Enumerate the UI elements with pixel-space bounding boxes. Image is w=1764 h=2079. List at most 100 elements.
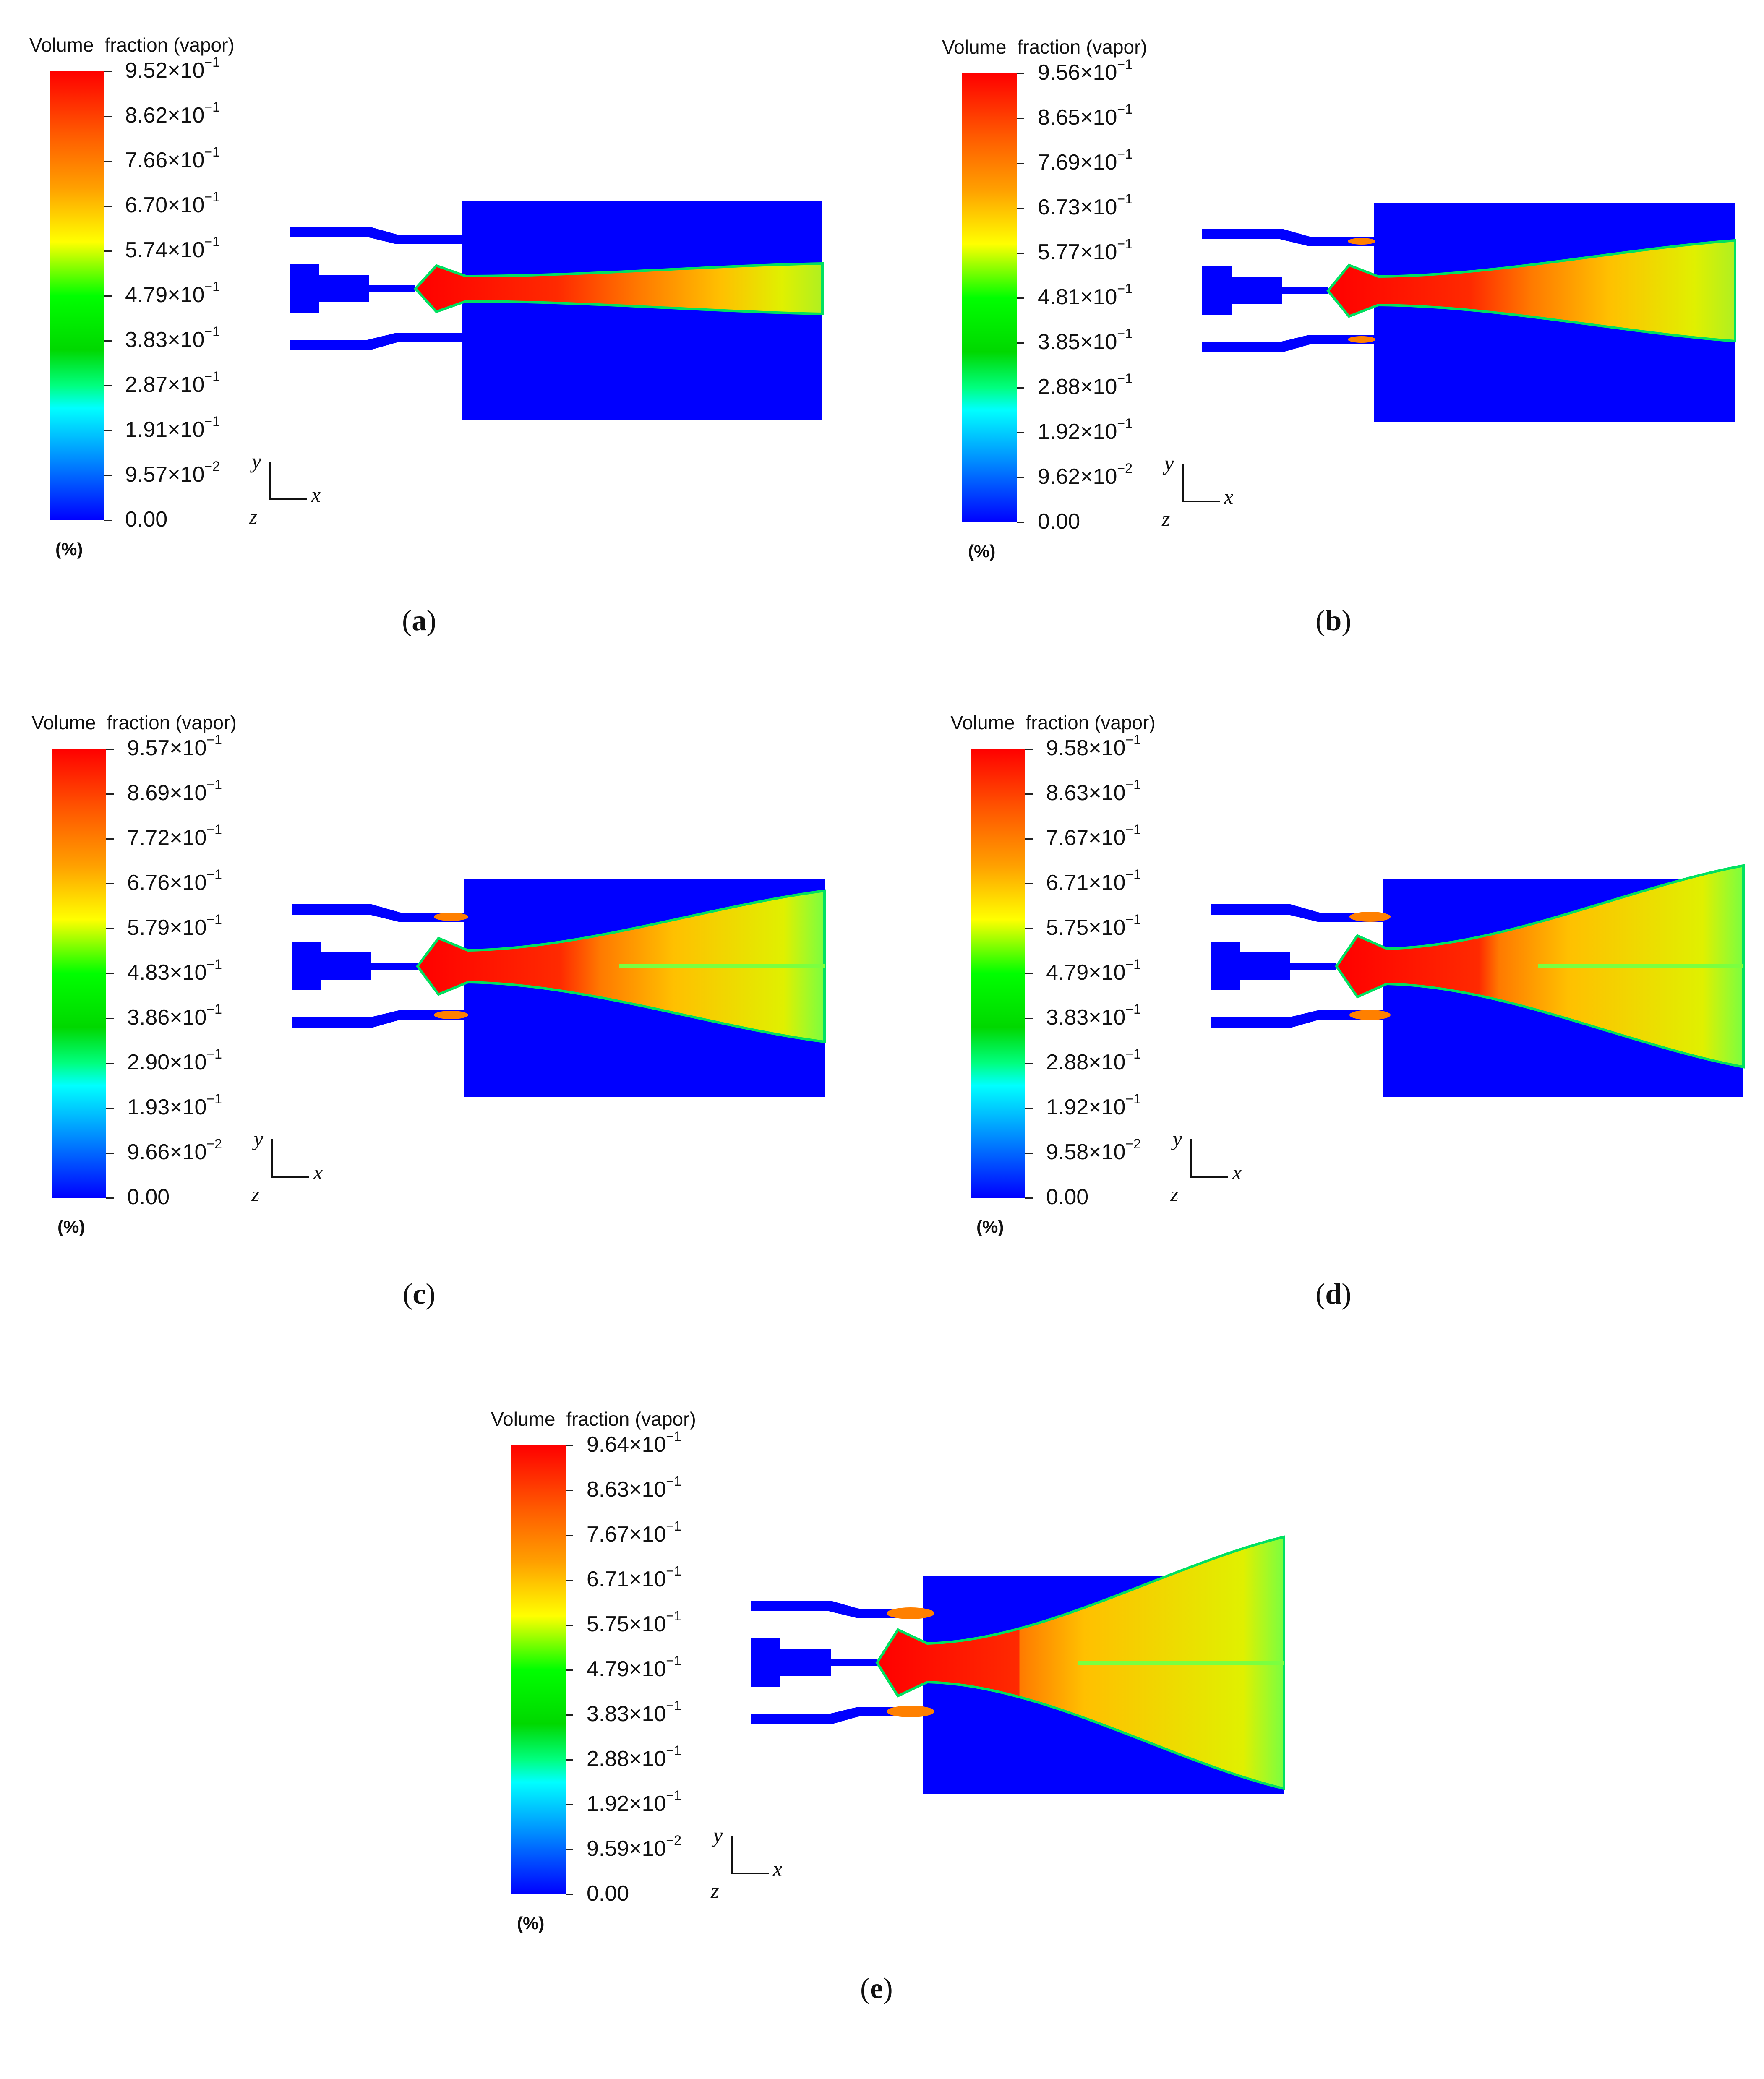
- colorbar-tick: [566, 1580, 573, 1581]
- colorbar-tick: [1017, 297, 1024, 299]
- colorbar-tick-label: 6.73×10−1: [1038, 191, 1133, 219]
- colorbar-tick: [566, 1894, 573, 1895]
- colorbar-tick-label: 1.93×10−1: [127, 1091, 222, 1119]
- panel-d: Volume fraction (vapor) 9.58×10−1 8.63×10−…: [950, 711, 1764, 1383]
- colorbar: [962, 73, 1017, 522]
- colorbar-tick: [566, 1445, 573, 1446]
- colorbar-tick-label: 3.83×10−1: [587, 1698, 681, 1726]
- colorbar-tick: [1025, 838, 1033, 840]
- axis-y-label: y: [1164, 451, 1174, 475]
- colorbar-tick-label: 1.91×10−1: [125, 414, 220, 442]
- colorbar-tick-label: 9.59×10−2: [587, 1833, 681, 1861]
- colorbar-tick: [104, 116, 112, 117]
- primary-nozzle: [1211, 942, 1336, 990]
- primary-nozzle: [292, 942, 418, 990]
- primary-nozzle: [751, 1638, 877, 1687]
- colorbar-tick: [566, 1625, 573, 1626]
- legend-title: Volume fraction (vapor): [29, 34, 235, 56]
- colorbar-tick-label: 2.88×10−1: [1038, 371, 1133, 399]
- unit-label: (%): [976, 1217, 1004, 1236]
- suction-channel-upper: [1211, 904, 1383, 922]
- colorbar-tick: [1025, 1153, 1033, 1154]
- colorbar-tick-label: 5.79×10−1: [127, 912, 222, 940]
- colorbar-tick: [1025, 1197, 1033, 1199]
- colorbar-tick: [104, 71, 112, 72]
- colorbar-tick-label: 7.67×10−1: [587, 1518, 681, 1547]
- colorbar-tick: [1025, 793, 1033, 795]
- colorbar-tick-label: 8.62×10−1: [125, 99, 220, 128]
- colorbar-tick: [566, 1490, 573, 1491]
- colorbar-tick-label: 7.72×10−1: [127, 822, 222, 850]
- colorbar-tick: [106, 1108, 114, 1109]
- suction-channel-upper: [1202, 229, 1374, 246]
- legend-title: Volume fraction (vapor): [950, 712, 1156, 733]
- colorbar-tick: [1017, 522, 1024, 523]
- colorbar-tick-label: 0.00: [125, 507, 168, 532]
- suction-channel-lower: [290, 333, 462, 350]
- colorbar-tick: [104, 250, 112, 252]
- colorbar-tick: [1017, 208, 1024, 209]
- wall-vapor-lower: [434, 1011, 468, 1019]
- colorbar-tick: [106, 973, 114, 974]
- colorbar-tick: [1017, 342, 1024, 344]
- colorbar-tick-label: 9.58×10−1: [1046, 732, 1141, 760]
- axis-y-label: y: [713, 1823, 723, 1847]
- unit-label: (%): [968, 541, 996, 561]
- caption-e: (e): [860, 1972, 893, 2005]
- colorbar-tick-label: 8.63×10−1: [587, 1474, 681, 1502]
- vapor-contour-plot: [292, 879, 826, 1097]
- colorbar-tick: [106, 749, 114, 750]
- colorbar-tick-label: 6.71×10−1: [587, 1563, 681, 1591]
- axis-x-label: x: [311, 483, 321, 506]
- colorbar-tick-label: 0.00: [1038, 509, 1080, 534]
- colorbar-tick: [106, 838, 114, 840]
- colorbar-tick: [566, 1849, 573, 1850]
- vapor-contour-plot: [1202, 203, 1736, 422]
- colorbar-tick-label: 6.76×10−1: [127, 867, 222, 895]
- wall-vapor-upper: [434, 913, 468, 921]
- suction-channel-lower: [751, 1707, 923, 1724]
- panel-b: Volume fraction (vapor) 9.56×10−1 8.65×10−…: [942, 36, 1764, 707]
- wall-vapor-upper: [1349, 912, 1391, 922]
- colorbar-tick-label: 1.92×10−1: [1046, 1091, 1141, 1119]
- colorbar-tick-label: 5.75×10−1: [1046, 912, 1141, 940]
- axis-y-label: y: [252, 449, 261, 473]
- colorbar-tick: [104, 430, 112, 431]
- legend-title: Volume fraction (vapor): [491, 1408, 696, 1430]
- suction-channel-upper: [290, 227, 462, 244]
- colorbar-tick-label: 1.92×10−1: [1038, 416, 1133, 444]
- colorbar-tick-label: 8.63×10−1: [1046, 777, 1141, 805]
- colorbar-tick-label: 3.85×10−1: [1038, 326, 1133, 354]
- axis-z-label: z: [249, 505, 258, 528]
- caption-c: (c): [403, 1278, 436, 1310]
- colorbar-tick: [1017, 73, 1024, 74]
- colorbar-tick-label: 6.70×10−1: [125, 189, 220, 217]
- colorbar-tick-label: 4.79×10−1: [587, 1653, 681, 1681]
- colorbar-tick: [106, 793, 114, 795]
- colorbar-tick: [1025, 749, 1033, 750]
- caption-a: (a): [402, 605, 436, 637]
- axis-z-label: z: [711, 1879, 719, 1902]
- colorbar-tick-label: 9.62×10−2: [1038, 461, 1133, 489]
- colorbar-tick-label: 7.67×10−1: [1046, 822, 1141, 850]
- colorbar-tick: [1017, 118, 1024, 119]
- colorbar-tick: [1025, 1108, 1033, 1109]
- legend-title: Volume fraction (vapor): [942, 36, 1147, 58]
- colorbar-tick: [104, 161, 112, 162]
- axis-triad: y z x: [251, 1127, 338, 1215]
- colorbar-tick: [104, 340, 112, 342]
- colorbar-tick-label: 4.83×10−1: [127, 957, 222, 985]
- panel-a: Volume fraction (vapor) 9.52×10−1 8.62×10−…: [29, 34, 911, 705]
- colorbar-tick-label: 5.75×10−1: [587, 1608, 681, 1636]
- colorbar-tick-label: 8.69×10−1: [127, 777, 222, 805]
- colorbar-tick: [1025, 883, 1033, 884]
- primary-nozzle: [290, 264, 415, 313]
- colorbar-tick-label: 4.81×10−1: [1038, 281, 1133, 309]
- colorbar-tick: [1025, 973, 1033, 974]
- colorbar-tick: [1025, 928, 1033, 929]
- colorbar-tick-label: 9.57×10−1: [127, 732, 222, 760]
- colorbar-tick: [1017, 432, 1024, 433]
- axis-x-label: x: [1232, 1161, 1242, 1184]
- wall-vapor-upper: [1348, 238, 1375, 245]
- wall-vapor-lower: [887, 1706, 934, 1717]
